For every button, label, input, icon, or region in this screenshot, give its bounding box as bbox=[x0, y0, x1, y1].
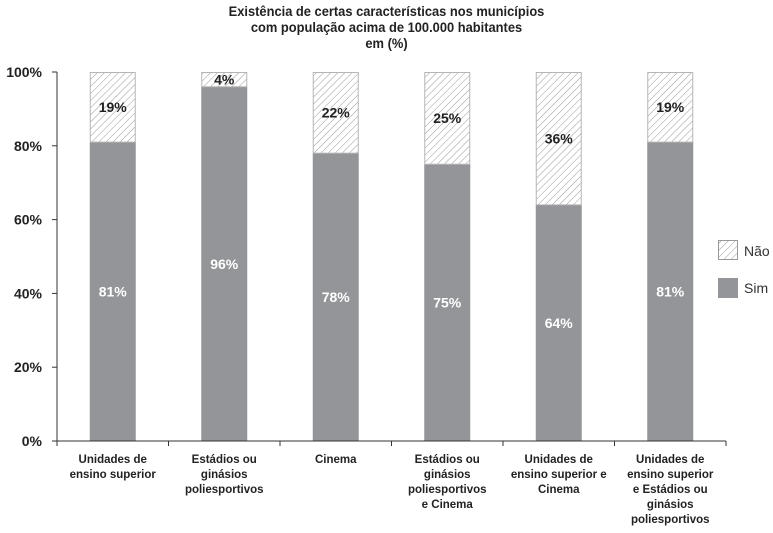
data-label-sim: 81% bbox=[99, 284, 128, 300]
category-label: Estádios ou ginásios poliesportivos bbox=[185, 454, 264, 496]
y-tick-label: 40% bbox=[14, 285, 43, 301]
bar-nao bbox=[424, 72, 471, 165]
category-label-line: ensino superior e bbox=[511, 469, 607, 481]
category-label-line: poliesportivos bbox=[185, 484, 264, 496]
category-label: Unidades de ensino superior bbox=[70, 454, 157, 481]
category-label-line: Estádios ou bbox=[192, 454, 257, 466]
y-tick-label: 80% bbox=[14, 138, 43, 154]
category-label-line: e Estádios ou bbox=[633, 484, 708, 496]
category-label-line: ensino superior bbox=[627, 469, 714, 481]
bar-nao bbox=[201, 72, 248, 88]
bar-nao bbox=[647, 72, 694, 143]
category-label-line: Cinema bbox=[315, 454, 357, 466]
category-label-line: Unidades de bbox=[525, 454, 593, 466]
category-label-line: ensino superior bbox=[70, 469, 157, 481]
data-label-sim: 75% bbox=[433, 295, 462, 311]
y-tick-label: 20% bbox=[14, 359, 43, 375]
data-label-nao: 4% bbox=[214, 71, 235, 87]
category-label: Cinema bbox=[315, 454, 357, 466]
category-label-line: poliesportivos bbox=[408, 484, 487, 496]
bar-nao bbox=[89, 72, 136, 143]
data-label-sim: 78% bbox=[322, 289, 351, 305]
bar-nao bbox=[535, 72, 582, 206]
data-label-nao: 19% bbox=[99, 99, 128, 115]
category-label-line: Unidades de bbox=[79, 454, 147, 466]
bar-sim bbox=[535, 204, 582, 441]
legend-label-nao: Não bbox=[744, 243, 770, 259]
category-label-line: e Cinema bbox=[422, 499, 474, 511]
category-label-line: ginásios bbox=[647, 499, 694, 511]
bar-nao bbox=[312, 72, 359, 154]
legend-label-sim: Sim bbox=[744, 280, 768, 296]
title-line-3: em (%) bbox=[365, 35, 408, 51]
title-line-1: Existência de certas características nos… bbox=[228, 3, 545, 19]
category-label-line: Unidades de bbox=[636, 454, 704, 466]
data-label-nao: 22% bbox=[322, 105, 351, 121]
category-label-line: Cinema bbox=[538, 484, 580, 496]
y-tick-label: 60% bbox=[14, 212, 43, 228]
category-label-line: Estádios ou bbox=[415, 454, 480, 466]
bar-sim bbox=[424, 164, 471, 441]
bar-sim bbox=[201, 86, 248, 441]
bar-sim bbox=[647, 142, 694, 442]
data-label-sim: 96% bbox=[210, 256, 239, 272]
chart-title: Existência de certas características nos… bbox=[31, 3, 742, 51]
data-label-nao: 36% bbox=[545, 130, 574, 146]
category-label-line: ginásios bbox=[201, 469, 248, 481]
data-label-nao: 25% bbox=[433, 110, 462, 126]
data-label-sim: 64% bbox=[545, 315, 574, 331]
category-label: Unidades de ensino superior e Estádios ou g… bbox=[627, 454, 714, 526]
data-label-nao: 19% bbox=[656, 99, 685, 115]
legend-swatch-nao bbox=[718, 240, 738, 260]
category-label-line: ginásios bbox=[424, 469, 471, 481]
y-tick-label: 0% bbox=[22, 433, 43, 449]
y-tick-label: 100% bbox=[6, 64, 42, 80]
bar-sim bbox=[312, 153, 359, 441]
category-label-line: poliesportivos bbox=[631, 514, 710, 526]
bar-sim bbox=[89, 142, 136, 442]
title-line-2: com população acima de 100.000 habitante… bbox=[250, 19, 523, 35]
legend-swatch-sim bbox=[718, 278, 738, 298]
category-label: Unidades de ensino superior e Cinema bbox=[511, 454, 607, 496]
category-label: Estádios ou ginásios poliesportivos e Cinem… bbox=[408, 454, 487, 511]
data-label-sim: 81% bbox=[656, 284, 685, 300]
